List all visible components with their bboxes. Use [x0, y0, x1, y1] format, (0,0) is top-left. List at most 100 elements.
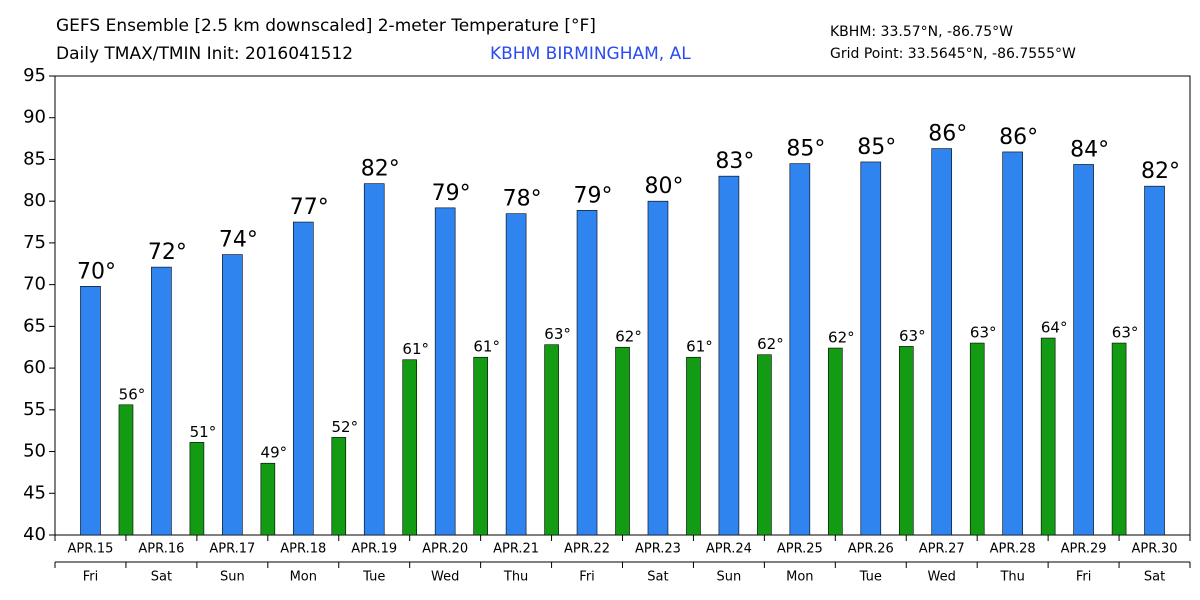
- weekday-label: Fri: [83, 570, 99, 585]
- value-label: 56°: [119, 385, 146, 403]
- value-label: 82°: [1141, 159, 1180, 184]
- weekday-label: Wed: [928, 570, 956, 585]
- chart-title: GEFS Ensemble [2.5 km downscaled] 2-mete…: [56, 16, 596, 36]
- bar: [402, 359, 418, 536]
- value-label: 63°: [970, 324, 997, 342]
- bar: [969, 342, 985, 536]
- bar: [434, 207, 456, 536]
- location: KBHM BIRMINGHAM, AL: [490, 44, 691, 64]
- bar: [789, 163, 811, 536]
- bar: [331, 437, 347, 536]
- value-label: 78°: [503, 187, 542, 212]
- value-label: 85°: [857, 135, 896, 160]
- bar: [505, 213, 527, 536]
- bar: [576, 210, 598, 536]
- y-tick-label: 80: [23, 190, 46, 211]
- weekday-label: Sun: [717, 570, 742, 585]
- bar: [1111, 342, 1127, 536]
- weekday-label: Sun: [220, 570, 245, 585]
- value-label: 64°: [1041, 319, 1068, 337]
- weekday-label: Sat: [647, 570, 668, 585]
- x-tick-label: APR.18: [280, 542, 326, 557]
- x-tick-label: APR.20: [422, 542, 468, 557]
- value-label: 62°: [615, 328, 642, 346]
- value-label: 63°: [899, 327, 926, 345]
- bar: [80, 286, 101, 536]
- value-label: 52°: [331, 418, 358, 436]
- value-label: 83°: [715, 149, 754, 174]
- bar: [931, 148, 953, 536]
- value-label: 80°: [644, 174, 683, 199]
- bar: [292, 221, 314, 536]
- y-tick-label: 95: [23, 65, 46, 86]
- value-label: 70°: [77, 259, 116, 284]
- x-tick-label: APR.21: [493, 542, 539, 557]
- value-label: 62°: [757, 335, 784, 353]
- weekday-label: Sat: [151, 570, 172, 585]
- x-tick-label: APR.16: [138, 542, 184, 557]
- value-label: 79°: [574, 183, 613, 208]
- bar: [222, 254, 243, 536]
- bar: [1002, 151, 1023, 536]
- bar: [757, 354, 772, 536]
- chart-subtitle: Daily TMAX/TMIN Init: 2016041512: [56, 44, 353, 64]
- y-tick-label: 55: [23, 399, 46, 420]
- x-tick-label: APR.22: [564, 542, 610, 557]
- weekday-label: Thu: [999, 570, 1024, 585]
- station-coords: KBHM: 33.57°N, -86.75°W: [830, 24, 1013, 40]
- bar: [718, 175, 740, 536]
- bar: [260, 462, 276, 536]
- weekday-label: Thu: [503, 570, 528, 585]
- value-label: 49°: [261, 444, 288, 462]
- x-tick-label: APR.25: [777, 542, 823, 557]
- x-tick-label: APR.27: [919, 542, 965, 557]
- value-label: 79°: [432, 181, 471, 206]
- x-tick-label: APR.23: [635, 542, 681, 557]
- x-tick-label: APR.30: [1132, 542, 1178, 557]
- value-label: 82°: [361, 157, 400, 182]
- value-label: 63°: [544, 325, 571, 343]
- y-tick-label: 60: [23, 357, 46, 378]
- value-label: 61°: [686, 338, 713, 356]
- bar: [1144, 185, 1165, 536]
- bar: [473, 356, 488, 536]
- value-label: 85°: [786, 137, 825, 162]
- weekday-label: Mon: [290, 570, 317, 585]
- x-tick-label: APR.24: [706, 542, 752, 557]
- bar: [686, 356, 701, 536]
- value-label: 62°: [828, 329, 855, 347]
- weekday-label: Wed: [431, 570, 459, 585]
- bar: [151, 266, 172, 536]
- value-label: 84°: [1070, 137, 1109, 162]
- y-tick-label: 70: [23, 274, 46, 295]
- bar: [860, 161, 882, 536]
- x-tick-label: APR.29: [1061, 542, 1107, 557]
- value-label: 61°: [473, 338, 500, 356]
- value-label: 74°: [219, 228, 258, 253]
- x-tick-label: APR.17: [209, 542, 255, 557]
- weekday-label: Mon: [786, 570, 813, 585]
- weekday-label: Fri: [1076, 570, 1092, 585]
- value-label: 86°: [999, 125, 1038, 150]
- bar: [828, 347, 843, 536]
- value-label: 63°: [1112, 324, 1139, 342]
- x-tick-label: APR.19: [351, 542, 397, 557]
- bar: [189, 442, 205, 536]
- value-label: 72°: [148, 240, 187, 265]
- y-tick-label: 40: [23, 524, 46, 545]
- value-label: 86°: [928, 122, 967, 147]
- x-tick-label: APR.15: [67, 542, 113, 557]
- bar: [363, 183, 385, 536]
- y-tick-label: 85: [23, 148, 46, 169]
- bar: [1040, 337, 1056, 536]
- weekday-label: Fri: [579, 570, 595, 585]
- weekday-label: Tue: [859, 570, 882, 585]
- value-label: 51°: [190, 423, 217, 441]
- x-tick-label: APR.28: [990, 542, 1036, 557]
- y-tick-label: 45: [23, 482, 46, 503]
- bar: [647, 200, 669, 536]
- x-tick-label: APR.26: [848, 542, 894, 557]
- y-tick-label: 50: [23, 441, 46, 462]
- y-tick-label: 90: [23, 107, 46, 128]
